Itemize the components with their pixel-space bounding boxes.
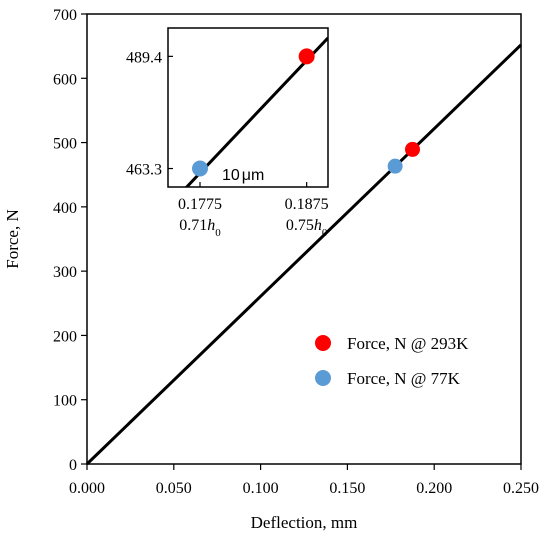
data-point-293k <box>405 141 420 157</box>
inset-x-tick-fraction: 0.75h0 <box>286 217 328 239</box>
inset-x-tick-label: 0.1775 <box>178 196 222 213</box>
inset-data-points <box>192 48 315 177</box>
x-tick-label: 0.150 <box>329 480 365 497</box>
inset-x-tick-fraction: 0.71h0 <box>179 217 221 239</box>
inset-x-fraction-number: 0.75 <box>286 217 314 234</box>
x-tick-label: 0.050 <box>156 480 192 497</box>
inset-x-fraction-subscript: 0 <box>322 227 328 239</box>
inset-scale-unit: μm <box>242 167 265 184</box>
y-tick-label: 400 <box>53 200 77 217</box>
legend-label-77k: Force, N @ 77K <box>347 369 461 388</box>
plot-area <box>86 13 522 465</box>
regression-line <box>85 43 523 466</box>
y-tick-label: 0 <box>69 457 77 474</box>
x-tick-label: 0.000 <box>69 480 105 497</box>
legend: Force, N @ 293K Force, N @ 77K <box>315 334 469 388</box>
data-point-77k <box>387 158 403 174</box>
x-tick-label: 0.100 <box>243 480 279 497</box>
inset-y-ticks: 489.4 463.3 <box>126 49 173 179</box>
legend-marker-293k <box>315 335 331 351</box>
y-tick-label: 300 <box>53 264 77 281</box>
inset-x-fraction-variable: h <box>207 217 215 234</box>
inset-x-fraction-number: 0.71 <box>179 217 207 234</box>
y-axis-ticks: 0 100 200 300 400 500 600 700 <box>53 7 87 474</box>
inset-scale-value: 10 <box>222 167 240 184</box>
main-data-points <box>387 141 420 174</box>
inset-frame <box>167 27 329 188</box>
inset-y-tick-label: 463.3 <box>126 162 162 179</box>
inset-x-tick-label: 0.1875 <box>285 196 329 213</box>
inset-data-point-77k <box>192 160 208 177</box>
x-tick-label: 0.250 <box>503 480 539 497</box>
legend-marker-77k <box>315 370 331 386</box>
y-tick-label: 100 <box>53 393 77 410</box>
inset-data-point-293k <box>298 48 315 65</box>
inset-x-fraction-variable: h <box>314 217 322 234</box>
y-tick-label: 500 <box>53 136 77 153</box>
y-tick-label: 200 <box>53 328 77 345</box>
inset-y-tick-label: 489.4 <box>126 49 162 66</box>
y-tick-label: 600 <box>53 71 77 88</box>
y-tick-label: 700 <box>53 7 77 24</box>
inset-x-fraction-subscript: 0 <box>215 227 221 239</box>
legend-label-293k: Force, N @ 293K <box>347 334 469 353</box>
inset-regression-line <box>184 36 328 187</box>
y-axis-title: Force, N <box>3 209 22 268</box>
x-axis-ticks: 0.000 0.050 0.100 0.150 0.200 0.250 <box>69 464 539 497</box>
x-axis-title: Deflection, mm <box>251 513 358 532</box>
x-tick-label: 0.200 <box>416 480 452 497</box>
inset-scale-note: 10 μm <box>222 167 264 184</box>
